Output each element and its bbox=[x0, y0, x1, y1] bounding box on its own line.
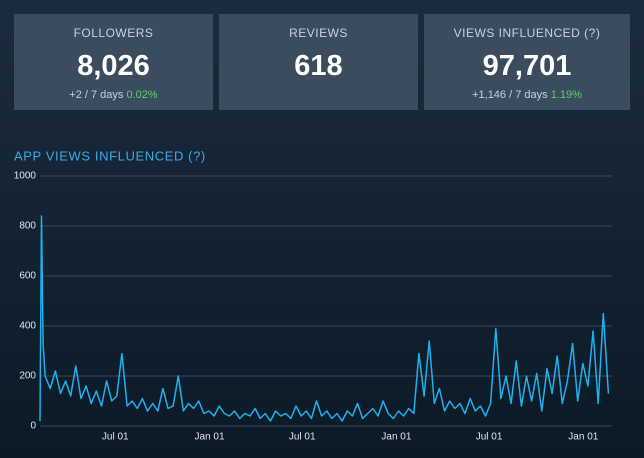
line-series bbox=[39, 215, 610, 422]
x-tick-label: Jan 01 bbox=[568, 432, 598, 443]
stat-card: FOLLOWERS 8,026 +2 / 7 days 0.02% bbox=[14, 14, 213, 110]
y-tick-label: 0 bbox=[30, 421, 36, 432]
chart-title: APP VIEWS INFLUENCED (?) bbox=[14, 148, 206, 163]
stat-change: +2 / 7 days 0.02% bbox=[14, 89, 213, 101]
stat-value: 8,026 bbox=[77, 50, 150, 82]
stat-card: VIEWS INFLUENCED (?) 97,701 +1,146 / 7 d… bbox=[424, 14, 630, 110]
change: +1,146 / 7 days bbox=[472, 89, 548, 101]
stat-label: VIEWS INFLUENCED (?) bbox=[453, 26, 601, 40]
y-tick-label: 1000 bbox=[14, 171, 37, 182]
y-tick-label: 200 bbox=[19, 371, 36, 382]
percent: 1.19% bbox=[550, 89, 582, 101]
x-tick-label: Jul 01 bbox=[476, 432, 503, 443]
x-tick-label: Jan 01 bbox=[381, 432, 411, 443]
x-tick-label: Jan 01 bbox=[194, 432, 224, 443]
stat-label: REVIEWS bbox=[289, 26, 348, 40]
y-tick-label: 800 bbox=[19, 221, 36, 232]
x-tick-label: Jul 01 bbox=[289, 432, 316, 443]
stat-change: +1,146 / 7 days 1.19% bbox=[424, 89, 630, 101]
stat-value: 618 bbox=[294, 50, 343, 82]
stat-card: REVIEWS 618 bbox=[219, 14, 418, 110]
y-tick-label: 400 bbox=[19, 321, 36, 332]
stat-label: FOLLOWERS bbox=[73, 26, 154, 40]
x-tick-label: Jul 01 bbox=[102, 432, 129, 443]
y-tick-label: 600 bbox=[19, 271, 36, 282]
change: +2 / 7 days bbox=[69, 89, 124, 101]
stat-value: 97,701 bbox=[482, 50, 572, 82]
percent: 0.02% bbox=[126, 89, 158, 101]
